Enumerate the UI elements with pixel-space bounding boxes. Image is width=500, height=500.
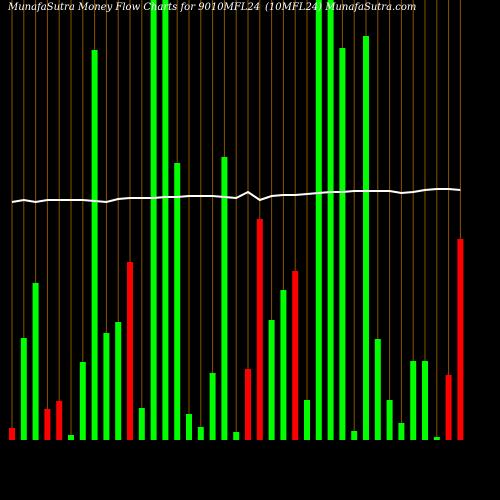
bar <box>79 362 86 440</box>
chart-title: MunafaSutra Money Flow Charts for 9010MF… <box>7 2 260 13</box>
bar <box>20 338 27 440</box>
bar <box>327 0 334 440</box>
bar <box>9 428 15 440</box>
bar <box>292 271 299 440</box>
bar <box>433 437 440 440</box>
bar <box>256 219 263 440</box>
bar <box>68 435 74 440</box>
bar <box>162 0 169 440</box>
bar <box>268 320 275 440</box>
bar <box>339 48 346 440</box>
bar <box>398 423 405 440</box>
bar <box>127 262 133 440</box>
bar <box>209 373 216 440</box>
bar <box>174 163 181 440</box>
bar <box>44 409 51 440</box>
bar <box>91 50 98 440</box>
bar <box>32 283 39 440</box>
chart-subtitle: (10MFL24) MunafaSutra.com <box>265 2 416 13</box>
bar <box>115 322 122 440</box>
bar <box>233 432 240 440</box>
bar <box>422 361 428 440</box>
bar <box>280 290 287 440</box>
guides <box>11 0 461 440</box>
bar <box>221 157 228 440</box>
bar <box>150 0 157 440</box>
bar <box>197 427 204 440</box>
bar <box>315 0 322 440</box>
bar <box>186 414 192 440</box>
bar <box>351 431 358 440</box>
bar <box>386 400 393 440</box>
bar <box>410 361 417 440</box>
bar <box>138 408 145 440</box>
bar <box>304 400 310 440</box>
bar <box>56 401 63 440</box>
bar <box>363 36 369 440</box>
plot <box>9 0 464 440</box>
bar <box>445 375 452 440</box>
bar <box>103 333 110 440</box>
bar <box>374 339 381 440</box>
line <box>11 188 461 204</box>
bar <box>245 369 251 440</box>
bar <box>457 239 464 440</box>
